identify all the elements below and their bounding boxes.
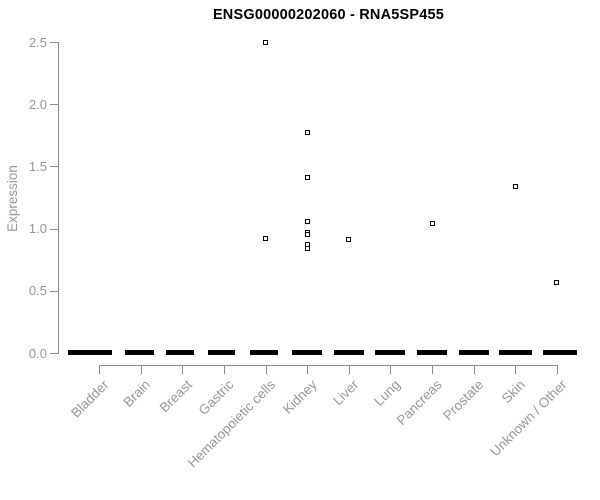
data-point <box>304 175 310 181</box>
x-tick <box>432 365 434 374</box>
zero-cluster-dash <box>542 349 577 355</box>
y-tick <box>50 228 58 230</box>
zero-cluster-dash <box>417 349 448 355</box>
data-point <box>263 39 269 45</box>
data-point <box>429 221 435 227</box>
y-tick <box>50 104 58 106</box>
y-tick-label: 1.5 <box>28 158 47 174</box>
data-point <box>304 218 310 224</box>
zero-cluster-dash <box>68 349 112 355</box>
data-point <box>304 232 310 238</box>
x-tick <box>556 365 558 374</box>
x-tick <box>99 365 100 374</box>
zero-cluster-dash <box>249 349 278 355</box>
zero-cluster-dash <box>498 349 532 355</box>
zero-cluster-dash <box>375 349 406 355</box>
data-point <box>263 236 269 242</box>
data-point <box>304 130 310 136</box>
data-point <box>304 246 310 251</box>
x-tick <box>182 365 184 374</box>
zero-cluster-dash <box>292 349 323 355</box>
data-point <box>512 183 518 189</box>
data-point <box>554 279 560 285</box>
x-tick <box>348 365 350 374</box>
x-tick <box>515 365 517 374</box>
x-tick <box>223 365 225 374</box>
x-tick <box>265 365 267 374</box>
y-tick <box>50 42 58 43</box>
x-tick <box>307 365 309 374</box>
x-tick <box>140 365 142 374</box>
y-tick-label: 1.0 <box>28 221 47 237</box>
data-point <box>346 237 352 243</box>
x-tick-label: Bladder <box>68 377 112 421</box>
zero-cluster-dash <box>208 349 236 355</box>
zero-cluster-dash <box>166 349 195 355</box>
y-tick <box>50 353 58 354</box>
y-tick <box>50 166 58 168</box>
x-axis-line <box>99 365 558 366</box>
y-axis-title-column: Expression <box>0 42 24 354</box>
y-tick <box>50 290 58 292</box>
x-tick <box>473 365 475 374</box>
x-tick <box>390 365 392 374</box>
y-axis-line <box>58 42 59 354</box>
y-tick-label: 2.5 <box>28 34 47 50</box>
zero-cluster-dash <box>458 349 489 355</box>
y-tick-label: 0.5 <box>28 283 47 299</box>
zero-cluster-dash <box>125 349 155 355</box>
y-tick-label: 2.0 <box>28 96 47 112</box>
zero-cluster-dash <box>333 349 364 355</box>
y-tick-label: 0.0 <box>28 345 47 361</box>
chart-title: ENSG00000202060 - RNA5SP455 <box>212 7 445 23</box>
